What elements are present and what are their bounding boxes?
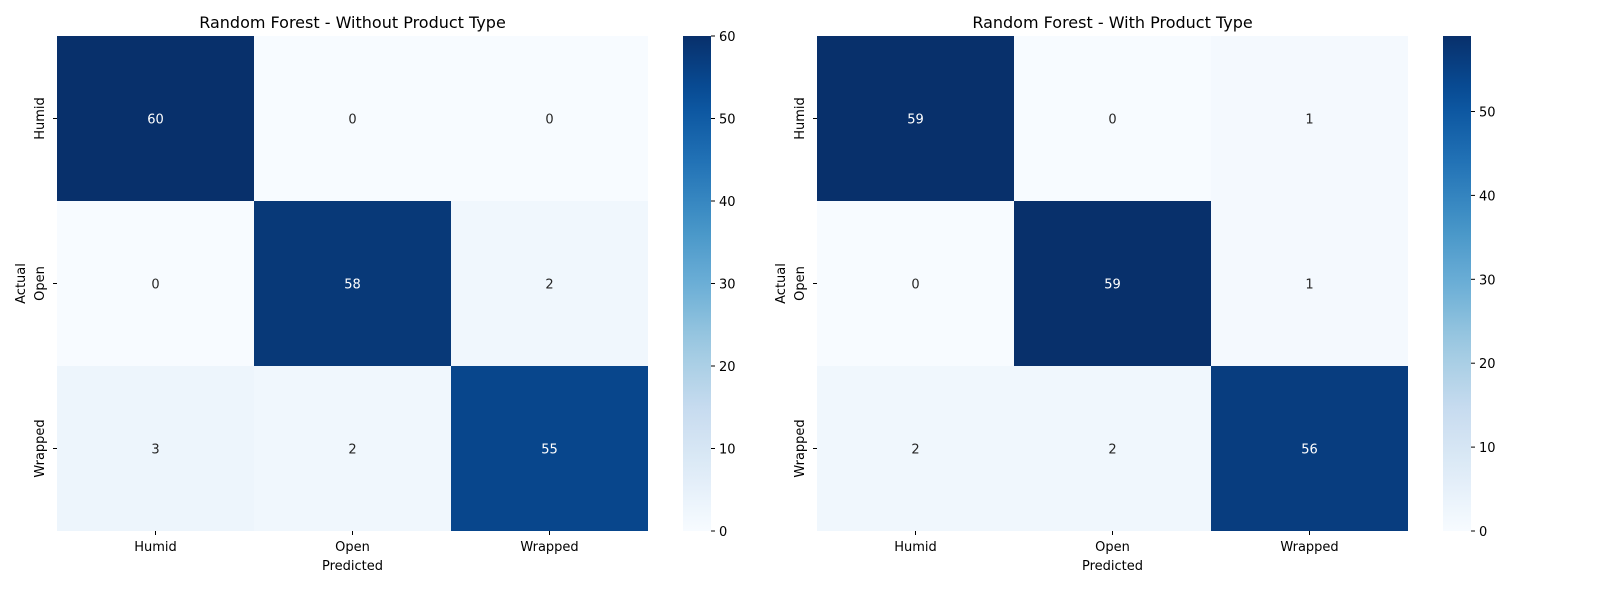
y-tick-label: Open [33,266,48,301]
chart-title: Random Forest - With Product Type [972,13,1252,32]
x-tick-label: Open [335,540,370,555]
colorbar: 0 10 20 30 40 50 [1443,36,1496,540]
cell-value-label: 0 [545,113,553,128]
y-tick-label: Wrapped [793,419,808,477]
cell-value-label: 0 [151,278,159,293]
cell-value-label: 2 [911,443,919,458]
heatmap-cell [817,201,1014,366]
heatmap-cell [254,201,451,366]
heatmap-cell [57,36,254,201]
heatmap-cell [1014,201,1211,366]
cell-value-label: 3 [151,443,159,458]
colorbar-tick-label: 50 [719,113,736,128]
colorbar-tick-label: 30 [719,278,736,293]
colorbar-gradient [683,36,711,531]
chart-title: Random Forest - Without Product Type [199,13,506,32]
heatmap-cell [817,36,1014,201]
colorbar-tick-label: 10 [1479,441,1496,456]
colorbar-tick-label: 20 [1479,357,1496,372]
heatmap-cell [254,366,451,531]
cell-value-label: 2 [348,443,356,458]
x-tick-label: Wrapped [1280,540,1338,555]
y-axis-label: Actual [14,263,29,304]
cell-value-label: 1 [1305,113,1313,128]
y-tick-label: Humid [793,97,808,140]
heatmap-cell [1211,366,1408,531]
heatmap-cell [1211,201,1408,366]
colorbar-gradient [1443,36,1471,531]
x-tick-label: Wrapped [520,540,578,555]
cell-value-label: 59 [907,113,924,128]
heatmap-cell [1014,36,1211,201]
y-tick-label: Open [793,266,808,301]
heatmap-cell [451,36,648,201]
colorbar-tick-label: 10 [719,443,736,458]
y-tick-label: Wrapped [33,419,48,477]
cell-value-label: 0 [1108,113,1116,128]
colorbar-tick-label: 0 [719,525,727,540]
heatmap-cell [451,366,648,531]
heatmap-cell [254,36,451,201]
cell-value-label: 59 [1104,278,1121,293]
y-tick-label: Humid [33,97,48,140]
colorbar-tick-label: 40 [719,195,736,210]
heatmap-cell [57,366,254,531]
colorbar-tick-label: 60 [719,30,736,45]
cell-value-label: 56 [1301,443,1318,458]
cell-value-label: 2 [1108,443,1116,458]
x-tick-label: Humid [134,540,177,555]
heatmap-cell [57,201,254,366]
cell-value-label: 0 [911,278,919,293]
cell-value-label: 58 [344,278,361,293]
colorbar: 0 10 20 30 40 50 60 [683,30,736,540]
cell-value-label: 55 [541,443,558,458]
y-axis-label: Actual [774,263,789,304]
heatmap-cell [451,201,648,366]
cell-value-label: 1 [1305,278,1313,293]
colorbar-tick-label: 40 [1479,189,1496,204]
x-axis-label: Predicted [322,559,383,574]
x-tick-label: Humid [894,540,937,555]
colorbar-tick-label: 30 [1479,273,1496,288]
heatmap-cell [1211,36,1408,201]
cell-value-label: 60 [147,113,164,128]
colorbar-tick-label: 50 [1479,106,1496,121]
heatmap-cell [1014,366,1211,531]
x-tick-label: Open [1095,540,1130,555]
cell-value-label: 0 [348,113,356,128]
colorbar-tick-label: 0 [1479,525,1487,540]
heatmap-cell [817,366,1014,531]
cell-value-label: 2 [545,278,553,293]
x-axis-label: Predicted [1082,559,1143,574]
colorbar-tick-label: 20 [719,360,736,375]
